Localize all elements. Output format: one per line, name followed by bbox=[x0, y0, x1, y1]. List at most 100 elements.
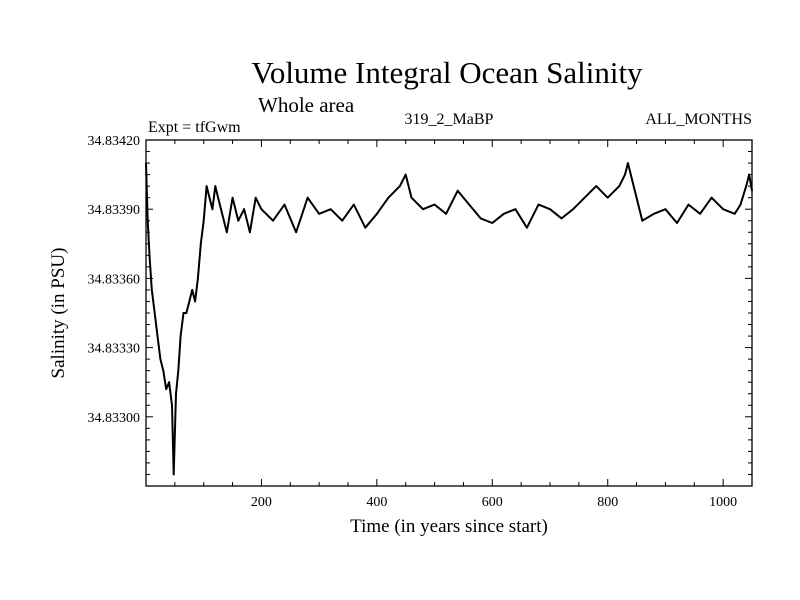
x-tick-label: 800 bbox=[597, 495, 618, 510]
data-point bbox=[226, 231, 228, 234]
data-point bbox=[188, 300, 191, 303]
data-point bbox=[410, 196, 413, 199]
data-point bbox=[699, 213, 701, 215]
data-point bbox=[353, 203, 355, 206]
data-point bbox=[710, 196, 713, 199]
data-point bbox=[200, 243, 202, 245]
data-point bbox=[295, 231, 297, 234]
data-point bbox=[223, 219, 225, 222]
data-point bbox=[306, 196, 309, 199]
data-point bbox=[205, 185, 208, 187]
data-point bbox=[537, 203, 540, 206]
data-point bbox=[468, 203, 471, 206]
data-point bbox=[341, 219, 344, 222]
data-point bbox=[745, 185, 747, 187]
data-point bbox=[182, 312, 185, 314]
data-point bbox=[456, 189, 459, 192]
data-point bbox=[145, 162, 147, 164]
data-point bbox=[595, 185, 597, 187]
data-point bbox=[165, 388, 167, 390]
data-point bbox=[260, 208, 263, 210]
data-point bbox=[214, 185, 217, 187]
x-tick-label: 600 bbox=[482, 495, 503, 510]
data-point bbox=[211, 208, 214, 210]
data-point bbox=[433, 203, 436, 206]
chart-title: Volume Integral Ocean Salinity bbox=[251, 55, 643, 90]
run-label: 319_2_MaBP bbox=[405, 111, 494, 128]
data-point bbox=[329, 208, 332, 210]
chart-subtitle: Whole area bbox=[258, 93, 355, 117]
y-tick-label: 34.83390 bbox=[88, 203, 141, 218]
data-point bbox=[514, 208, 517, 210]
y-tick-label: 34.83330 bbox=[88, 342, 141, 357]
data-point bbox=[208, 196, 211, 199]
x-tick-label: 1000 bbox=[709, 495, 737, 510]
data-point bbox=[254, 196, 257, 199]
data-point bbox=[526, 226, 528, 229]
data-point bbox=[179, 335, 182, 337]
data-point bbox=[653, 213, 655, 215]
x-axis-ticks: 200 400 600 800 1000 bbox=[174, 140, 737, 510]
data-point bbox=[399, 185, 401, 187]
data-point bbox=[185, 312, 188, 314]
data-point bbox=[151, 289, 153, 291]
data-point bbox=[445, 213, 447, 215]
data-point bbox=[148, 254, 151, 257]
data-point bbox=[146, 219, 149, 222]
data-point bbox=[503, 213, 505, 215]
data-point bbox=[676, 222, 678, 224]
y-axis-ticks: 34.83300 34.83330 34.83360 34.83390 34.83420 bbox=[88, 134, 752, 475]
data-point bbox=[243, 208, 245, 210]
data-point bbox=[630, 173, 632, 176]
data-point bbox=[177, 369, 180, 372]
data-point bbox=[168, 381, 170, 384]
data-point bbox=[687, 203, 690, 206]
data-point bbox=[624, 173, 626, 176]
data-point bbox=[627, 162, 629, 164]
data-point bbox=[283, 203, 286, 206]
data-point bbox=[217, 196, 219, 199]
data-point bbox=[162, 369, 165, 372]
data-point bbox=[583, 196, 586, 199]
data-point bbox=[641, 219, 644, 222]
data-point bbox=[606, 196, 609, 199]
data-point bbox=[249, 231, 251, 234]
data-point bbox=[491, 222, 494, 224]
data-point bbox=[191, 289, 193, 291]
period-label: ALL_MONTHS bbox=[645, 111, 752, 128]
data-point bbox=[202, 219, 205, 222]
y-tick-label: 34.83420 bbox=[88, 134, 141, 149]
data-point bbox=[237, 219, 240, 222]
data-point bbox=[404, 173, 407, 176]
data-point bbox=[220, 208, 222, 210]
series-layer bbox=[145, 162, 753, 476]
data-point bbox=[376, 213, 378, 215]
x-tick-label: 200 bbox=[251, 495, 272, 510]
data-point bbox=[175, 392, 177, 395]
x-axis-label: Time (in years since start) bbox=[350, 516, 548, 537]
data-point bbox=[748, 173, 750, 176]
data-point bbox=[479, 217, 482, 220]
data-point bbox=[618, 185, 621, 187]
data-point bbox=[172, 473, 175, 476]
data-point bbox=[197, 277, 199, 280]
data-point bbox=[156, 335, 159, 337]
data-point bbox=[739, 203, 742, 206]
data-point bbox=[664, 208, 667, 210]
data-point bbox=[572, 208, 574, 210]
y-axis-label: Salinity (in PSU) bbox=[48, 248, 69, 379]
experiment-label: Expt = tfGwm bbox=[148, 119, 241, 136]
data-point bbox=[733, 213, 736, 215]
data-point bbox=[171, 404, 173, 407]
y-tick-label: 34.83300 bbox=[88, 411, 141, 426]
data-point bbox=[364, 226, 367, 229]
plot-frame bbox=[145, 139, 753, 487]
data-point bbox=[231, 196, 234, 199]
data-point bbox=[549, 208, 551, 210]
data-point bbox=[194, 300, 196, 303]
series-line bbox=[145, 162, 753, 476]
data-point bbox=[751, 189, 753, 192]
data-point bbox=[272, 219, 274, 222]
data-point bbox=[387, 196, 390, 199]
